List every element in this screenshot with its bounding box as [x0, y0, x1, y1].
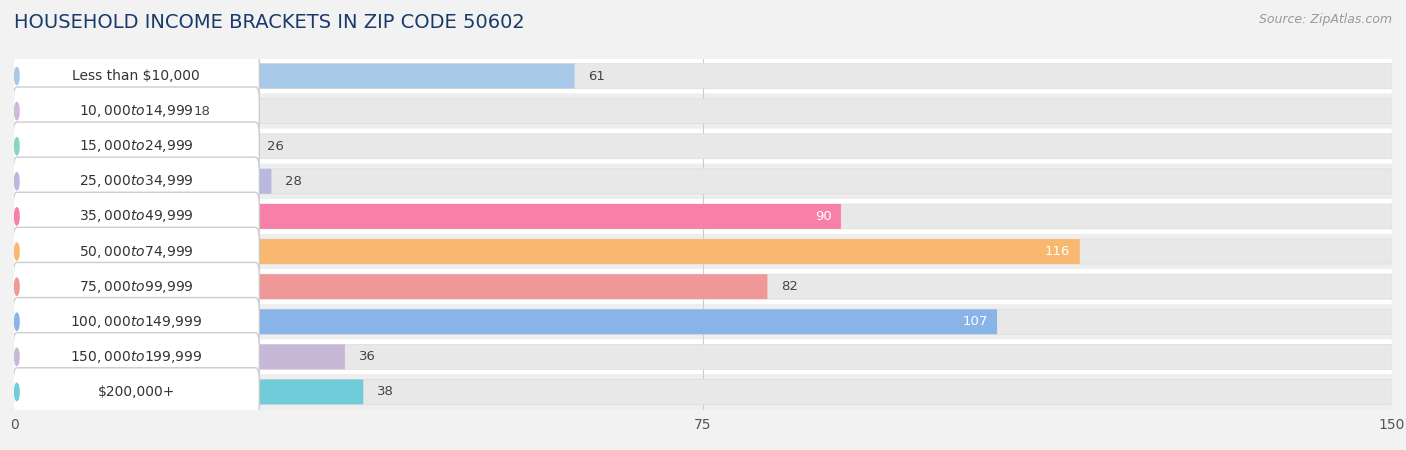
FancyBboxPatch shape	[14, 134, 1392, 159]
Circle shape	[14, 348, 20, 365]
FancyBboxPatch shape	[14, 304, 1392, 339]
FancyBboxPatch shape	[14, 169, 1392, 194]
Text: 116: 116	[1045, 245, 1070, 258]
FancyBboxPatch shape	[14, 169, 271, 194]
FancyBboxPatch shape	[13, 262, 259, 311]
Text: $25,000 to $34,999: $25,000 to $34,999	[79, 173, 194, 189]
FancyBboxPatch shape	[14, 234, 1392, 269]
FancyBboxPatch shape	[13, 122, 259, 171]
FancyBboxPatch shape	[14, 239, 1080, 264]
FancyBboxPatch shape	[14, 239, 1392, 264]
Text: $100,000 to $149,999: $100,000 to $149,999	[70, 314, 202, 330]
Text: 90: 90	[815, 210, 831, 223]
Text: 26: 26	[267, 140, 284, 153]
FancyBboxPatch shape	[14, 379, 1392, 405]
FancyBboxPatch shape	[14, 204, 1392, 229]
FancyBboxPatch shape	[14, 274, 1392, 299]
Circle shape	[14, 103, 20, 120]
FancyBboxPatch shape	[13, 333, 259, 381]
Text: 38: 38	[377, 386, 394, 398]
FancyBboxPatch shape	[14, 344, 1392, 369]
Text: 82: 82	[782, 280, 799, 293]
FancyBboxPatch shape	[13, 227, 259, 276]
Text: $75,000 to $99,999: $75,000 to $99,999	[79, 279, 194, 295]
FancyBboxPatch shape	[14, 274, 768, 299]
Circle shape	[14, 138, 20, 155]
FancyBboxPatch shape	[14, 204, 841, 229]
Circle shape	[14, 208, 20, 225]
Circle shape	[14, 313, 20, 330]
Text: $150,000 to $199,999: $150,000 to $199,999	[70, 349, 202, 365]
FancyBboxPatch shape	[14, 339, 1392, 374]
Text: $35,000 to $49,999: $35,000 to $49,999	[79, 208, 194, 225]
FancyBboxPatch shape	[14, 309, 1392, 334]
Circle shape	[14, 383, 20, 400]
Text: $50,000 to $74,999: $50,000 to $74,999	[79, 243, 194, 260]
FancyBboxPatch shape	[14, 309, 997, 334]
FancyBboxPatch shape	[14, 129, 1392, 164]
FancyBboxPatch shape	[14, 99, 180, 124]
FancyBboxPatch shape	[14, 374, 1392, 410]
Text: 107: 107	[962, 315, 988, 328]
FancyBboxPatch shape	[14, 58, 1392, 94]
Text: 36: 36	[359, 351, 375, 363]
Circle shape	[14, 68, 20, 85]
Circle shape	[14, 173, 20, 190]
Text: 18: 18	[193, 105, 209, 117]
Circle shape	[14, 278, 20, 295]
FancyBboxPatch shape	[14, 199, 1392, 234]
FancyBboxPatch shape	[13, 192, 259, 241]
FancyBboxPatch shape	[14, 344, 344, 369]
FancyBboxPatch shape	[14, 379, 363, 405]
FancyBboxPatch shape	[14, 134, 253, 159]
FancyBboxPatch shape	[13, 52, 259, 100]
FancyBboxPatch shape	[13, 368, 259, 416]
Text: $15,000 to $24,999: $15,000 to $24,999	[79, 138, 194, 154]
Text: HOUSEHOLD INCOME BRACKETS IN ZIP CODE 50602: HOUSEHOLD INCOME BRACKETS IN ZIP CODE 50…	[14, 14, 524, 32]
FancyBboxPatch shape	[13, 297, 259, 346]
Text: $200,000+: $200,000+	[97, 385, 174, 399]
FancyBboxPatch shape	[14, 94, 1392, 129]
Text: Source: ZipAtlas.com: Source: ZipAtlas.com	[1258, 14, 1392, 27]
FancyBboxPatch shape	[14, 63, 1392, 89]
FancyBboxPatch shape	[14, 99, 1392, 124]
Text: 61: 61	[588, 70, 605, 82]
Text: 28: 28	[285, 175, 302, 188]
Text: Less than $10,000: Less than $10,000	[72, 69, 200, 83]
Text: $10,000 to $14,999: $10,000 to $14,999	[79, 103, 194, 119]
FancyBboxPatch shape	[14, 63, 575, 89]
FancyBboxPatch shape	[14, 269, 1392, 304]
Circle shape	[14, 243, 20, 260]
FancyBboxPatch shape	[13, 87, 259, 135]
FancyBboxPatch shape	[14, 164, 1392, 199]
FancyBboxPatch shape	[13, 157, 259, 206]
